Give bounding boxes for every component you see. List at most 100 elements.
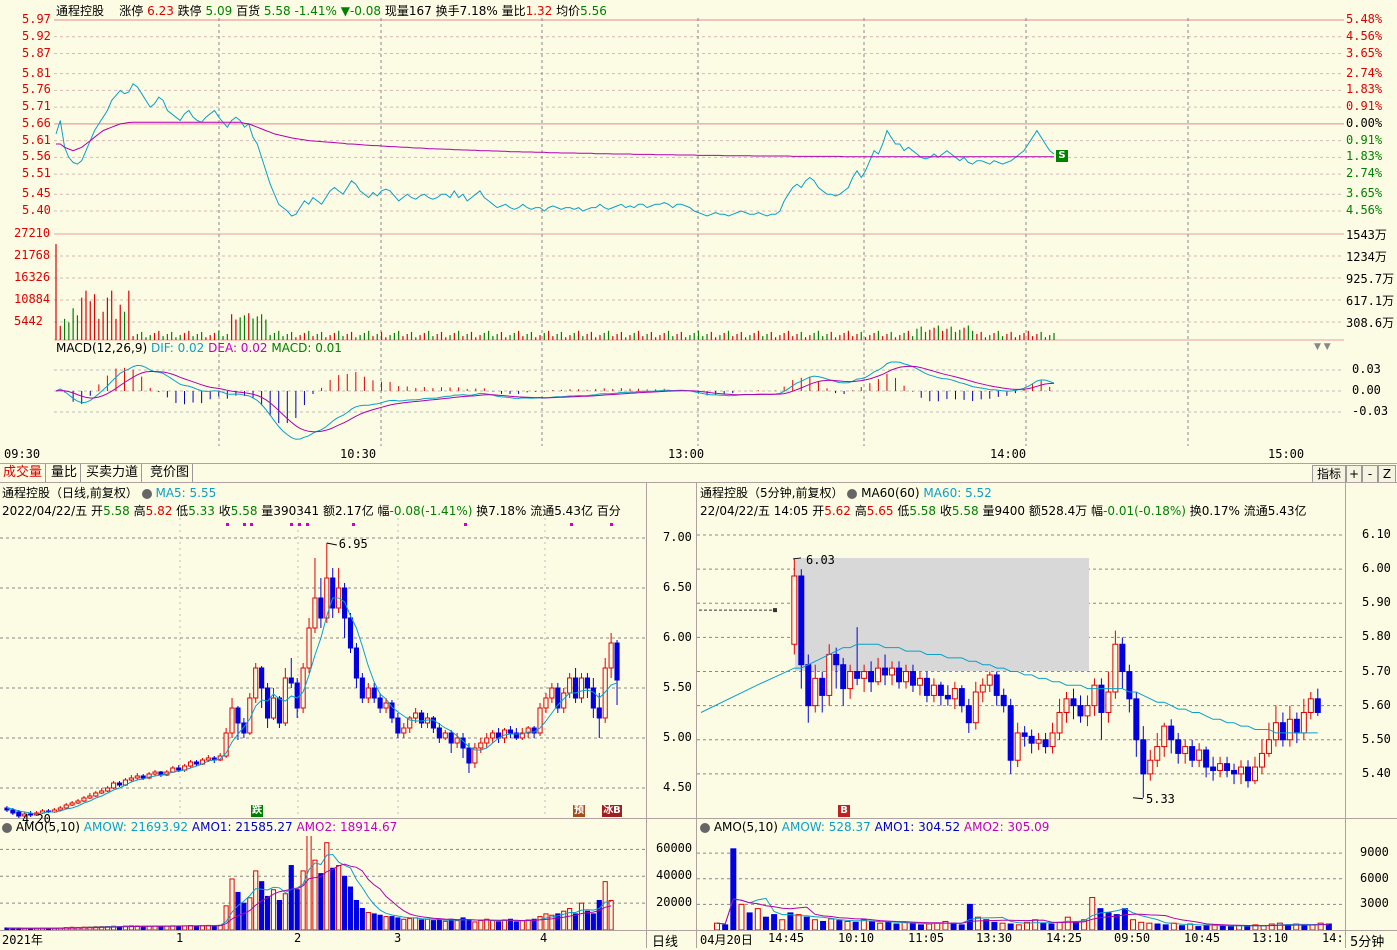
m5-amo-bar (885, 921, 892, 931)
daily-candle-body (276, 697, 282, 724)
daily-candle-body (590, 687, 596, 709)
m5-candle-body (986, 674, 993, 686)
m5-time-tick: 14:45 (768, 931, 805, 945)
settings-icon[interactable] (2, 822, 12, 833)
sell-signal-icon[interactable]: S (1056, 150, 1068, 163)
daily-ma5-line (6, 597, 618, 815)
volume-tick-right: 617.1万 (1346, 294, 1395, 308)
daily-candle-body (288, 677, 294, 684)
daily-candle-body (359, 677, 365, 699)
m5-candle-body (1258, 752, 1265, 768)
m5-close: 5.58 (951, 504, 979, 518)
daily-candle-body (217, 755, 223, 761)
stock-name[interactable]: 通程控股 (56, 4, 105, 18)
m5-candle-body (937, 684, 944, 696)
price-change: -0.08 (349, 4, 382, 18)
m5-amo-bar (754, 908, 761, 931)
fall-signal-icon[interactable]: 跌 (251, 805, 263, 817)
m5-amo-bar (1064, 916, 1071, 931)
close-label: 收 (218, 504, 231, 518)
m5-amo-bar (999, 922, 1006, 931)
daily-price-tick: 7.00 (663, 530, 692, 544)
m5-amo-bar (869, 920, 875, 931)
daily-candle-body (134, 775, 140, 779)
daily-amo-bar (294, 889, 300, 931)
zoom-out-button[interactable]: - (1362, 465, 1378, 483)
pct-tick: 0.00% (1346, 115, 1383, 130)
tab-buy-sell-force[interactable]: 买卖力道 (83, 464, 143, 482)
daily-title[interactable]: 通程控股（日线,前复权） (2, 486, 138, 500)
z-button[interactable]: Z (1378, 465, 1396, 483)
pct-tick: 0.91% (1346, 132, 1383, 147)
daily-kline-chart[interactable] (0, 518, 646, 818)
daily-candle-body (235, 707, 241, 724)
m5-title[interactable]: 通程控股（5分钟,前复权） (700, 486, 844, 500)
m5-candle-body (923, 677, 930, 696)
daily-candle-body (584, 677, 590, 689)
buy-signal-icon[interactable]: 冰B (602, 805, 622, 817)
daily-period-tab[interactable]: 日线 (652, 935, 679, 950)
m5-high-marker-line (792, 557, 802, 560)
m5-time-tick: 13:30 (976, 931, 1013, 945)
intraday-chart[interactable] (54, 0, 1344, 448)
m5-time: 14:05 (773, 504, 809, 518)
daily-amo-bar (318, 873, 324, 931)
m5-period-tab[interactable]: 5分钟 (1350, 935, 1385, 950)
m5-amo-bar (1170, 922, 1177, 931)
daily-candle-body (69, 802, 75, 806)
m5-candle-body (909, 671, 916, 686)
daily-candle-body (454, 737, 460, 744)
amt-label: 额 (322, 504, 335, 518)
amo-ma5-line (716, 897, 1329, 927)
tab-auction-chart[interactable]: 竞价图 (147, 464, 194, 482)
macd-collapse-icon[interactable]: ▼ ▼ (1314, 342, 1331, 352)
indicator-button[interactable]: 指标 (1312, 465, 1346, 483)
m5-candle-body (1307, 698, 1314, 713)
daily-candle-body (259, 667, 265, 689)
m5-kline-chart[interactable] (697, 518, 1345, 818)
daily-amo-chart[interactable] (0, 836, 646, 932)
daily-amo-bar (608, 899, 614, 931)
daily-candle-body (490, 732, 496, 739)
daily-price-tick: 5.50 (663, 680, 692, 694)
daily-candle-body (4, 807, 10, 811)
m5-open: 5.62 (824, 504, 851, 518)
zoom-in-button[interactable]: + (1346, 465, 1362, 483)
m5-amo-header: AMO(5,10) AMOW: 528.37 AMO1: 304.52 AMO2… (700, 820, 1049, 834)
daily-low: 5.33 (188, 504, 215, 518)
daily-amo-bar (229, 878, 235, 931)
buy-signal-icon[interactable]: B (838, 805, 850, 817)
daily-date-tick: 1 (176, 931, 184, 945)
avg-label: 均价 (556, 4, 581, 18)
daily-open: 5.58 (103, 504, 130, 518)
settings-icon[interactable] (141, 488, 152, 499)
m5-amo-bar (1154, 923, 1161, 931)
price-tick: 5.97 (22, 12, 51, 26)
daily-amo-bar (573, 913, 579, 931)
settings-icon[interactable] (847, 488, 858, 499)
forecast-signal-icon[interactable]: 预 (573, 805, 585, 817)
daily-amo-bar (69, 926, 75, 931)
m5-time-tick: 09:50 (1114, 931, 1151, 945)
m5-amo-bar (771, 914, 778, 931)
daily-amo-bar (436, 918, 442, 931)
daily-amo-bar (466, 919, 472, 931)
daily-date-tick: 3 (394, 931, 402, 945)
m5-candle-body (930, 684, 937, 696)
daily-amo-bar (501, 919, 508, 931)
tab-volume-ratio[interactable]: 量比 (48, 464, 82, 482)
settings-icon[interactable] (700, 822, 710, 833)
tab-volume[interactable]: 成交量 (0, 464, 47, 482)
daily-candle-body (330, 577, 336, 609)
amo-label: AMO(5,10) (15, 820, 80, 834)
m5-amo-bar (787, 912, 794, 931)
m5-amo-bar (1024, 921, 1030, 931)
m5-amo-chart[interactable] (697, 836, 1345, 932)
m5-candle-body (1161, 725, 1168, 748)
daily-candle-body (501, 729, 508, 739)
m5-candle-body (1049, 732, 1056, 748)
daily-float: 5.43亿 (554, 504, 593, 518)
turn-label: 换 (476, 504, 489, 518)
m5-amo-bar (762, 916, 769, 931)
m5-amo-bar (917, 924, 924, 931)
